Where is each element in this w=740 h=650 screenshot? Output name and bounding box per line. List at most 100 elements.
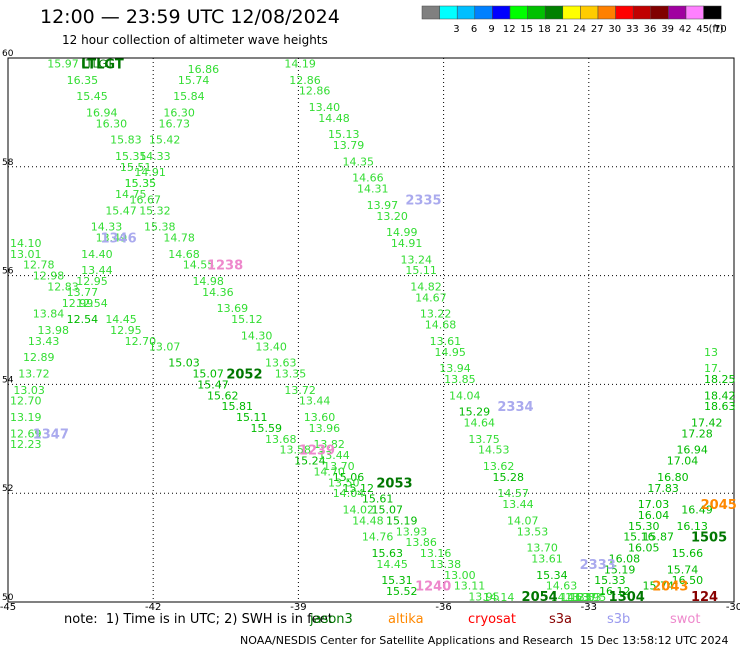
wave-height-value: 15.83 — [110, 134, 142, 147]
wave-height-value: 14.55 — [183, 259, 215, 272]
pass-time-label: 2333 — [580, 558, 616, 573]
wave-height-value: 15.87 — [643, 531, 675, 544]
wave-height-value: 14.99 — [386, 226, 418, 239]
wave-height-value: 14.33 — [560, 591, 592, 604]
wave-height-value: 13.62 — [483, 460, 514, 473]
wave-height-value: 12.54 — [67, 313, 99, 326]
wave-height-value: 13.93 — [396, 525, 428, 538]
legend-label: 12 — [503, 24, 516, 35]
wave-height-value: 15.13 — [328, 128, 360, 141]
pass-time-label: 1347 — [33, 427, 69, 442]
wave-height-value: 12.78 — [23, 259, 55, 272]
wave-height-value: 14.14 — [483, 591, 514, 604]
wave-height-value: 13.70 — [526, 542, 558, 555]
wave-height-value: 13.35 — [275, 368, 307, 381]
wave-height-value: 13.24 — [401, 253, 433, 266]
wave-height-value: 15.63 — [372, 547, 404, 560]
wave-height-value: 15.45 — [76, 90, 108, 103]
wave-height-value: 13.94 — [439, 362, 471, 375]
wave-height-value: 17.28 — [681, 427, 713, 440]
wave-height-value: 15.38 — [144, 221, 176, 234]
wave-height-value: 15.35 — [125, 177, 156, 190]
wave-height-value: 14.68 — [168, 248, 200, 261]
wave-height-value: 12.54 — [76, 297, 108, 310]
wave-height-value: 14.30 — [241, 329, 273, 342]
wave-height-value: 12.95 — [110, 324, 142, 337]
wave-height-value: 14.91 — [134, 166, 166, 179]
wave-height-value: 14.66 — [352, 172, 384, 185]
wave-height-value: 14.31 — [357, 183, 389, 196]
wave-height-value: 16.80 — [657, 471, 689, 484]
wave-height-value: 16.49 — [681, 504, 713, 517]
wave-height-value: 13.69 — [217, 302, 249, 315]
wave-height-value: 16.94 — [676, 444, 708, 457]
pass-time-label: 1346 — [100, 232, 136, 247]
wave-height-value: 15.47 — [105, 204, 137, 217]
page-subtitle: 12 hour collection of altimeter wave hei… — [62, 33, 328, 47]
legend-label: 27 — [591, 24, 604, 35]
pass-time-label: 2335 — [405, 193, 441, 208]
wave-height-value: 12.95 — [76, 275, 108, 288]
wave-height-value: 18.63 — [704, 400, 736, 413]
wave-height-value: 14.98 — [192, 275, 224, 288]
y-tick-label: 56 — [2, 267, 14, 277]
wave-height-value: 15.24 — [294, 455, 326, 468]
wave-height-value: 16.05 — [628, 542, 660, 555]
wave-height-value: 15.32 — [139, 204, 171, 217]
wave-height-value: 15.12 — [231, 313, 263, 326]
satellite-cryosat: cryosat — [468, 612, 516, 627]
color-legend: 3 6 9 12 15 18 21 24 27 30 33 36 39 42 45 70(ft) — [421, 5, 727, 35]
wave-height-value: 16.30 — [96, 117, 128, 130]
x-tick-label: -42 — [145, 602, 161, 613]
wave-height-value: 15.51 — [120, 161, 152, 174]
y-tick-label: 58 — [2, 158, 14, 168]
pass-time-label: 2045 — [701, 498, 737, 513]
wave-height-value: 15.11 — [405, 264, 437, 277]
wave-height-value: 13 — [704, 346, 718, 359]
wave-height-value: 14.40 — [81, 248, 113, 261]
wave-height-value: 15.19 — [386, 514, 418, 527]
wave-height-value: 15.66 — [672, 547, 704, 560]
wave-height-value: 17. — [704, 362, 722, 375]
wave-height-value: 13.68 — [265, 433, 297, 446]
wave-height-value: 14.33 — [91, 221, 123, 234]
wave-height-value: 17.04 — [667, 455, 699, 468]
wave-height-value: 12.23 — [10, 438, 42, 451]
wave-height-value: 13.40 — [309, 101, 341, 114]
legend-label: 39 — [661, 24, 674, 35]
wave-height-value: 13.72 — [284, 384, 316, 397]
wave-height-value: 13.03 — [13, 384, 45, 397]
wave-height-value: 16.30 — [163, 106, 195, 119]
wave-height-value: 15.03 — [168, 357, 200, 370]
wave-height-value: 14.64 — [463, 416, 495, 429]
wave-height-value: 15.35 — [125, 177, 156, 190]
pass-time-label: 2052 — [226, 368, 262, 383]
wave-height-value: 18.25 — [704, 373, 736, 386]
wave-height-value: 15.42 — [149, 134, 181, 147]
x-tick-label: -30 — [726, 602, 740, 613]
wave-height-value: 15.74 — [667, 563, 699, 576]
wave-height-value: 13.38 — [430, 558, 462, 571]
wave-height-value: 16.50 — [672, 574, 704, 587]
wave-height-value: 12.89 — [23, 351, 55, 364]
wave-height-value: 15.31 — [381, 574, 413, 587]
wave-height-value: 14.75 — [115, 188, 147, 201]
y-tick-label: 54 — [2, 375, 14, 385]
wave-height-value: 14.04 — [333, 487, 365, 500]
wave-height-value: 14.67 — [415, 291, 447, 304]
wave-height-value: 15.34 — [536, 569, 568, 582]
pass-time-label: 2053 — [376, 476, 412, 491]
wave-height-value: 13.01 — [10, 248, 42, 261]
wave-height-value: 17.03 — [638, 498, 670, 511]
wave-height-value: 15.12 — [342, 482, 374, 495]
wave-height-value: 14.36 — [202, 286, 234, 299]
pass-time-label: 1238 — [207, 259, 243, 274]
wave-height-value: 13.00 — [444, 569, 476, 582]
wave-height-value: 14.04 — [449, 389, 481, 402]
wave-height-value: 15.28 — [493, 471, 525, 484]
satellite-s3b: s3b — [607, 612, 631, 627]
wave-height-value: 15.84 — [173, 90, 205, 103]
wave-height-value: 16.94 — [86, 106, 118, 119]
x-tick-label: -39 — [290, 602, 306, 613]
